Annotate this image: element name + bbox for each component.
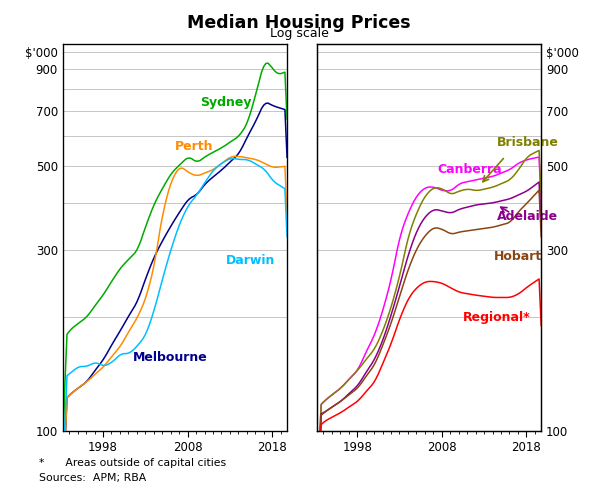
Text: Regional*: Regional*	[463, 311, 530, 324]
Text: Darwin: Darwin	[225, 254, 275, 267]
Text: Perth: Perth	[175, 140, 213, 153]
Text: Melbourne: Melbourne	[133, 351, 208, 364]
Text: Sydney: Sydney	[200, 96, 252, 109]
Text: Sources:  APM; RBA: Sources: APM; RBA	[39, 473, 146, 484]
Text: Adelaide: Adelaide	[497, 210, 558, 223]
Text: Log scale: Log scale	[270, 27, 328, 40]
Text: Median Housing Prices: Median Housing Prices	[187, 14, 411, 32]
Text: Brisbane: Brisbane	[497, 136, 559, 149]
Text: Hobart: Hobart	[494, 250, 542, 262]
Text: Canberra: Canberra	[438, 163, 502, 176]
Text: *      Areas outside of capital cities: * Areas outside of capital cities	[39, 458, 226, 468]
